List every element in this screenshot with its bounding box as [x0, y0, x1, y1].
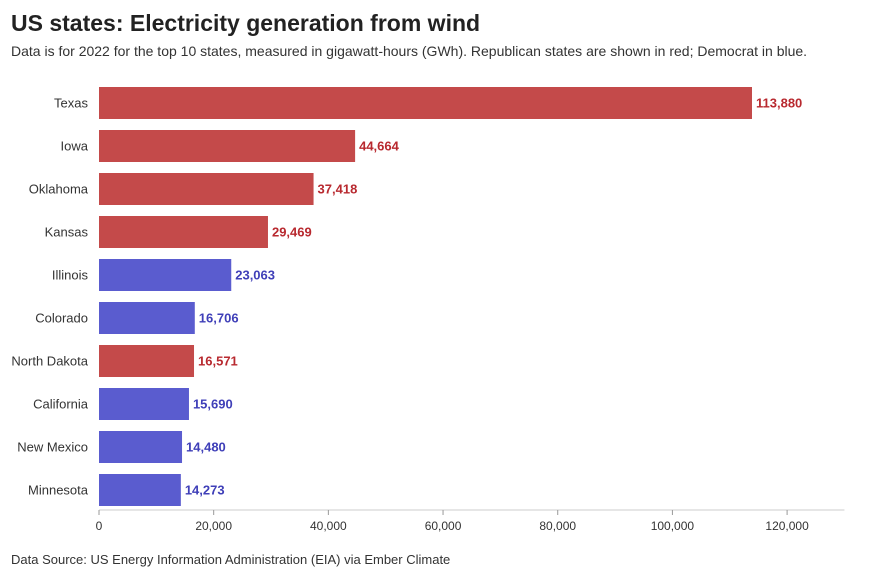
value-label-north-dakota: 16,571: [198, 354, 238, 369]
bar-north-dakota: [99, 345, 195, 377]
bar-texas: [99, 87, 752, 119]
category-label-north-dakota: North Dakota: [11, 354, 88, 369]
x-axis: 0 20,000 40,000 60,000 80,000 100,000 120,000: [96, 509, 845, 533]
x-tick-label: 120,000: [765, 519, 809, 533]
x-tick-label: 0: [96, 519, 103, 533]
category-label-texas: Texas: [54, 96, 88, 111]
category-label-minnesota: Minnesota: [28, 483, 89, 498]
category-label-new-mexico: New Mexico: [17, 440, 88, 455]
chart-title: US states: Electricity generation from w…: [11, 10, 481, 36]
bar-iowa: [99, 130, 356, 162]
x-tick-label: 60,000: [425, 519, 462, 533]
value-label-kansas: 29,469: [272, 225, 312, 240]
value-label-oklahoma: 37,418: [318, 182, 358, 197]
value-label-colorado: 16,706: [199, 311, 239, 326]
x-tick-label: 20,000: [195, 519, 232, 533]
bar-kansas: [99, 216, 268, 248]
value-label-illinois: 23,063: [235, 268, 275, 283]
category-label-kansas: Kansas: [45, 225, 89, 240]
bars-group: Texas 113,880 Iowa 44,664 Oklahoma 37,418 Kans…: [11, 87, 802, 506]
category-label-oklahoma: Oklahoma: [29, 182, 89, 197]
bar-california: [99, 388, 189, 420]
value-label-new-mexico: 14,480: [186, 440, 226, 455]
bar-illinois: [99, 259, 232, 291]
value-label-minnesota: 14,273: [185, 483, 225, 498]
value-label-california: 15,690: [193, 397, 233, 412]
category-label-illinois: Illinois: [52, 268, 89, 283]
category-label-colorado: Colorado: [35, 311, 88, 326]
bar-oklahoma: [99, 173, 314, 205]
bar-new-mexico: [99, 431, 183, 463]
x-tick-label: 40,000: [310, 519, 347, 533]
data-source-note: Data Source: US Energy Information Admin…: [11, 552, 451, 567]
bar-minnesota: [99, 474, 181, 506]
x-tick-label: 100,000: [651, 519, 695, 533]
x-tick-label: 80,000: [539, 519, 576, 533]
category-label-california: California: [33, 397, 89, 412]
chart-subtitle: Data is for 2022 for the top 10 states, …: [11, 43, 808, 59]
value-label-texas: 113,880: [756, 96, 802, 111]
bar-colorado: [99, 302, 195, 334]
value-label-iowa: 44,664: [359, 139, 400, 154]
category-label-iowa: Iowa: [61, 139, 89, 154]
